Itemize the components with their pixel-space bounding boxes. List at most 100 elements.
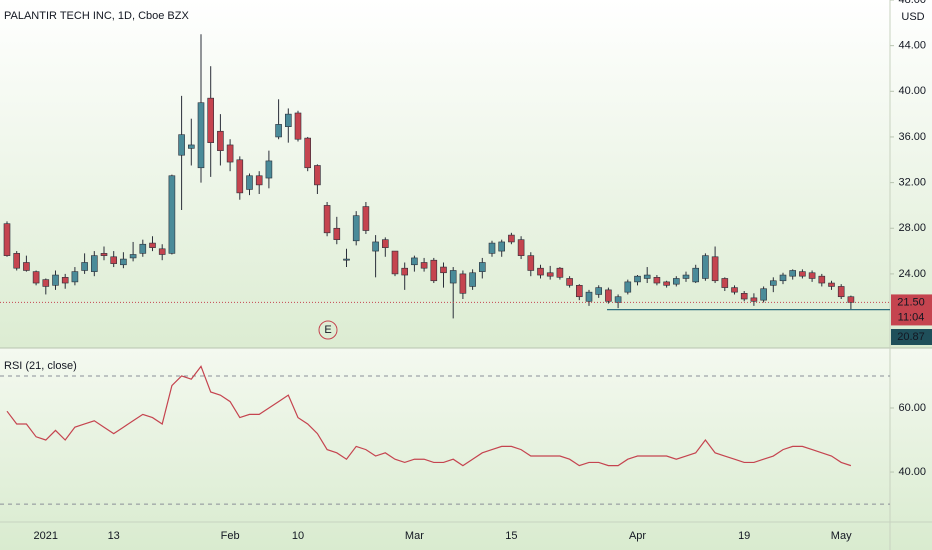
chart-title: PALANTIR TECH INC, 1D, Cboe BZX — [4, 10, 189, 22]
candle-body — [323, 205, 331, 234]
candle-body — [265, 160, 273, 179]
candle-body — [498, 241, 506, 252]
candle-body — [401, 267, 409, 276]
candle-body — [129, 254, 137, 259]
candle-body — [721, 278, 729, 288]
x-tick-label: May — [831, 530, 852, 542]
candle-body — [91, 255, 98, 272]
rsi-pane — [0, 348, 932, 550]
candle-body — [333, 227, 341, 240]
candle-body — [391, 250, 399, 275]
x-tick-label: 15 — [505, 530, 517, 542]
candle-body — [120, 258, 127, 266]
candle-body — [52, 274, 59, 286]
candle-body — [61, 277, 69, 284]
candle-body — [682, 274, 690, 279]
candle-body — [440, 266, 447, 274]
candle-body — [381, 239, 389, 248]
candle-body — [158, 248, 166, 255]
candle-body — [789, 270, 797, 277]
candle-body — [779, 274, 787, 282]
candle-body — [110, 256, 117, 264]
candle-body — [449, 270, 457, 284]
candle-body — [3, 223, 11, 256]
candle-body — [352, 215, 360, 242]
candle-body — [643, 274, 651, 279]
candle-body — [430, 259, 438, 282]
candle-body — [653, 277, 661, 284]
price-pane — [0, 0, 932, 348]
candle-body — [556, 267, 564, 278]
last-price-label: 21.50 — [897, 296, 925, 308]
x-tick-label: 19 — [738, 530, 750, 542]
level-box — [891, 329, 932, 345]
candle-body — [178, 134, 185, 156]
candle-body — [149, 242, 156, 248]
candle-body — [226, 144, 234, 163]
candle-body — [527, 255, 535, 271]
x-tick-label: Feb — [221, 530, 240, 542]
candle-body — [731, 287, 738, 293]
x-tick-label: Apr — [629, 530, 646, 542]
candle-body — [71, 271, 79, 283]
candle-body — [197, 102, 205, 169]
candle-body — [750, 297, 758, 302]
candle-body — [828, 282, 835, 287]
candle-body — [469, 272, 476, 287]
last-price-box — [891, 294, 932, 326]
y-tick-label: 48.00 — [898, 0, 926, 6]
event-marker — [318, 320, 338, 340]
candle-body — [42, 279, 50, 287]
candle-body — [304, 137, 312, 169]
candle-body — [100, 253, 108, 256]
y-tick-label: 32.00 — [898, 177, 926, 189]
candle-body — [13, 253, 20, 269]
candle-body — [314, 165, 321, 186]
level-label: 20.87 — [897, 331, 925, 343]
candle-body — [760, 288, 767, 301]
x-tick-label: 2021 — [34, 530, 58, 542]
candle-body — [362, 206, 370, 231]
candle-body — [663, 281, 670, 286]
candle-body — [411, 257, 418, 266]
candle-body — [459, 273, 467, 294]
event-label: E — [324, 324, 331, 336]
candle-body — [255, 175, 263, 186]
candle-body — [672, 278, 680, 285]
candle-body — [537, 267, 544, 276]
candle-body — [837, 286, 845, 298]
candle-body — [566, 278, 573, 286]
candle-body — [799, 271, 806, 277]
candle-body — [372, 241, 379, 252]
candle-body — [275, 124, 282, 138]
rsi-title: RSI (21, close) — [4, 360, 77, 372]
candle-body — [478, 262, 486, 272]
x-tick-label: 10 — [292, 530, 304, 542]
candle-body — [585, 291, 593, 302]
candle-body — [32, 271, 40, 284]
candle-body — [488, 242, 496, 254]
candle-body — [692, 267, 700, 283]
x-tick-label: Mar — [405, 530, 424, 542]
candle-body — [420, 262, 428, 269]
candle-body — [847, 296, 855, 303]
candle-body — [614, 296, 622, 303]
candle-body — [808, 272, 816, 279]
y-tick-label: 60.00 — [898, 402, 926, 414]
candle-body — [246, 175, 253, 190]
candle-body — [769, 280, 777, 286]
candle-body — [188, 144, 195, 149]
candle-body — [517, 239, 525, 256]
candle-body — [595, 287, 603, 295]
candle-body — [711, 256, 719, 282]
candle-body — [702, 255, 709, 279]
y-tick-label: 28.00 — [898, 222, 926, 234]
candle-body — [23, 262, 30, 271]
candle-body — [605, 289, 612, 302]
y-tick-label: 36.00 — [898, 131, 926, 143]
candle-body — [284, 113, 292, 127]
candle-body — [624, 281, 632, 293]
x-tick-label: 13 — [108, 530, 120, 542]
